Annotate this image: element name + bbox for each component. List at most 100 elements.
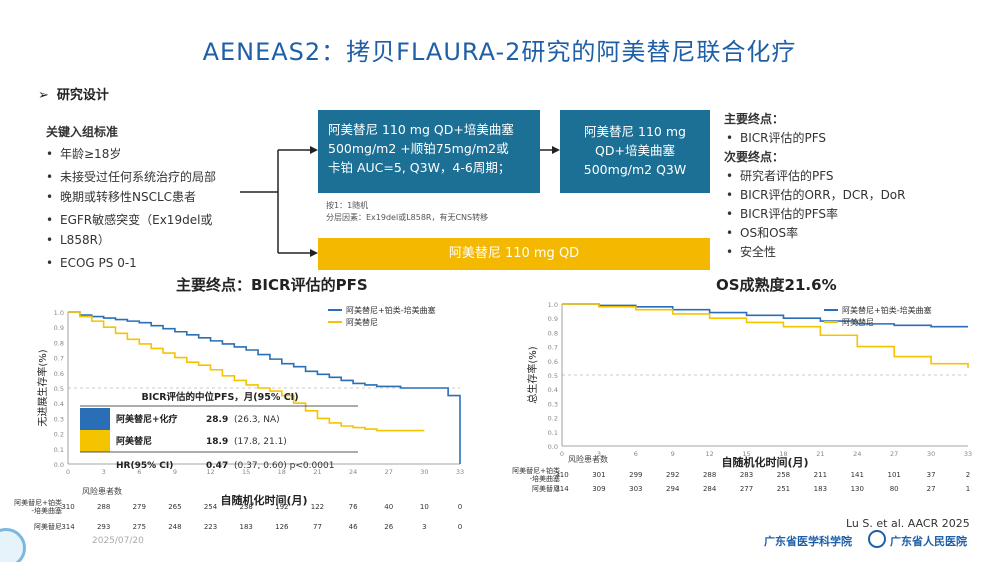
hospital-logo-text: 广东省人民医院 [890, 535, 967, 548]
x-tick-label: 30 [420, 468, 428, 476]
y-tick-label: 0.8 [54, 339, 64, 347]
combo-arm-box: 阿美替尼 110 mg QD+培美曲塞 500mg/m2 +顺铂75mg/m2或… [318, 110, 540, 193]
x-tick-label: 15 [742, 450, 750, 458]
risk-value: 275 [133, 523, 146, 531]
mono-arm-box: 阿美替尼 110 mg QD [318, 238, 710, 270]
x-tick-label: 3 [597, 450, 601, 458]
risk-value: 76 [349, 503, 358, 511]
risk-value: 211 [814, 471, 827, 479]
risk-value: 279 [133, 503, 146, 511]
risk-value: 130 [851, 485, 864, 493]
risk-value: 80 [890, 485, 899, 493]
risk-table-title: 风险患者数 [568, 454, 608, 464]
y-tick-label: 1.0 [54, 309, 64, 317]
risk-value: 288 [703, 471, 716, 479]
primary-heading: 主要终点： [724, 112, 785, 126]
maint-line: QD+培美曲塞 [595, 143, 675, 158]
series-line-mono [68, 311, 425, 432]
x-axis-label: 自随机化时间(月) [721, 455, 808, 469]
y-tick-label: 1.0 [548, 301, 558, 309]
y-tick-label: 0.5 [548, 372, 558, 380]
secondary-item: BICR评估的ORR，DCR，DoR [724, 186, 994, 205]
risk-value: 301 [592, 471, 605, 479]
secondary-item: 安全性 [724, 243, 994, 262]
x-tick-label: 0 [66, 468, 70, 476]
y-tick-label: 0.0 [54, 461, 64, 469]
median-row-label: 阿美替尼 [116, 435, 152, 447]
median-row-label: 阿美替尼+化疗 [116, 413, 178, 425]
y-tick-label: 0.4 [548, 386, 558, 394]
maintenance-box: 阿美替尼 110 mg QD+培美曲塞 500mg/m2 Q3W [560, 110, 710, 193]
risk-row-label: 阿美替尼 [34, 522, 62, 531]
secondary-heading: 次要终点： [724, 150, 785, 164]
risk-value: 122 [311, 503, 324, 511]
y-tick-label: 0.1 [548, 429, 558, 437]
criteria-item: 未接受过任何系统治疗的局部 [46, 167, 276, 187]
section-heading: ➢ 研究设计 [38, 84, 109, 103]
hr-ci-p: (0.37, 0.60) p<0.0001 [234, 461, 334, 471]
y-tick-label: 0.9 [548, 315, 558, 323]
hr-label: HR(95% CI) [116, 461, 173, 471]
y-tick-label: 0.6 [54, 370, 64, 378]
risk-value: 10 [420, 503, 429, 511]
risk-value: 223 [204, 523, 217, 531]
x-tick-label: 30 [927, 450, 935, 458]
risk-value: 277 [740, 485, 753, 493]
y-tick-label: 0.8 [548, 329, 558, 337]
median-table-header: BICR评估的中位PFS，月(95% CI) [141, 391, 298, 403]
legend-label: 阿美替尼+铂类-培美曲塞 [842, 305, 932, 315]
risk-value: 0 [458, 503, 462, 511]
risk-value: 0 [458, 523, 462, 531]
risk-value: 238 [239, 503, 252, 511]
x-tick-label: 0 [560, 450, 564, 458]
y-tick-label: 0.1 [54, 446, 64, 454]
x-tick-label: 21 [313, 468, 321, 476]
x-tick-label: 9 [671, 450, 675, 458]
risk-row-label: 阿美替尼+铂类 [512, 466, 560, 475]
y-tick-label: 0.0 [548, 443, 558, 451]
criteria-heading: 关键入组标准 [46, 125, 119, 139]
randomization-note: 按1：1随机 分层因素：Ex19del或L858R，有无CNS转移 [326, 201, 489, 222]
y-tick-label: 0.4 [54, 400, 64, 408]
y-tick-label: 0.7 [54, 355, 64, 363]
x-tick-label: 18 [278, 468, 286, 476]
maint-line: 500mg/m2 Q3W [583, 162, 687, 177]
x-axis-label: 自随机化时间(月) [220, 493, 307, 507]
combo-line: 500mg/m2 +顺铂75mg/m2或 [328, 141, 509, 156]
section-label: 研究设计 [56, 88, 109, 103]
risk-value: 40 [384, 503, 393, 511]
slide-title: AENEAS2：拷贝FLAURA-2研究的阿美替尼联合化疗 [202, 38, 797, 66]
risk-value: 141 [851, 471, 864, 479]
criteria-item-cont: 晚期或转移性NSCLC患者 [46, 187, 276, 207]
risk-value: 309 [592, 485, 605, 493]
combo-line: 阿美替尼 110 mg QD+培美曲塞 [328, 122, 514, 137]
y-tick-label: 0.2 [548, 415, 558, 423]
x-tick-label: 27 [890, 450, 898, 458]
academy-logo: 广东省医学科学院 [764, 535, 852, 548]
risk-value: 37 [927, 471, 936, 479]
x-tick-label: 6 [634, 450, 638, 458]
secondary-item: BICR评估的PFS率 [724, 205, 994, 224]
median-row-value: 18.9 [206, 437, 228, 447]
combo-line: 卡铂 AUC=5, Q3W，4-6周期； [328, 160, 511, 175]
date-stamp: 2025/07/20 [92, 536, 144, 546]
y-axis-label: 总生存率(%) [526, 346, 539, 403]
criteria-item: ECOG PS 0-1 [46, 253, 276, 273]
legend-label: 阿美替尼 [842, 317, 874, 327]
risk-value: 265 [168, 503, 181, 511]
y-tick-label: 0.3 [548, 400, 558, 408]
risk-value: 27 [927, 485, 936, 493]
x-tick-label: 24 [853, 450, 861, 458]
risk-value: 46 [349, 523, 358, 531]
risk-value: 284 [703, 485, 717, 493]
risk-value: 254 [204, 503, 218, 511]
y-tick-label: 0.2 [54, 431, 64, 439]
endpoints: 主要终点： BICR评估的PFS 次要终点： 研究者评估的PFS BICR评估的… [724, 110, 994, 262]
series-line-combo [68, 311, 461, 464]
y-tick-label: 0.3 [54, 415, 64, 423]
risk-value: 26 [384, 523, 393, 531]
risk-value: 310 [61, 503, 74, 511]
risk-value: 183 [814, 485, 827, 493]
pfs-chart-title: 主要终点：BICR评估的PFS [176, 276, 368, 294]
risk-row-label: 阿美替尼+铂类 [14, 498, 62, 507]
